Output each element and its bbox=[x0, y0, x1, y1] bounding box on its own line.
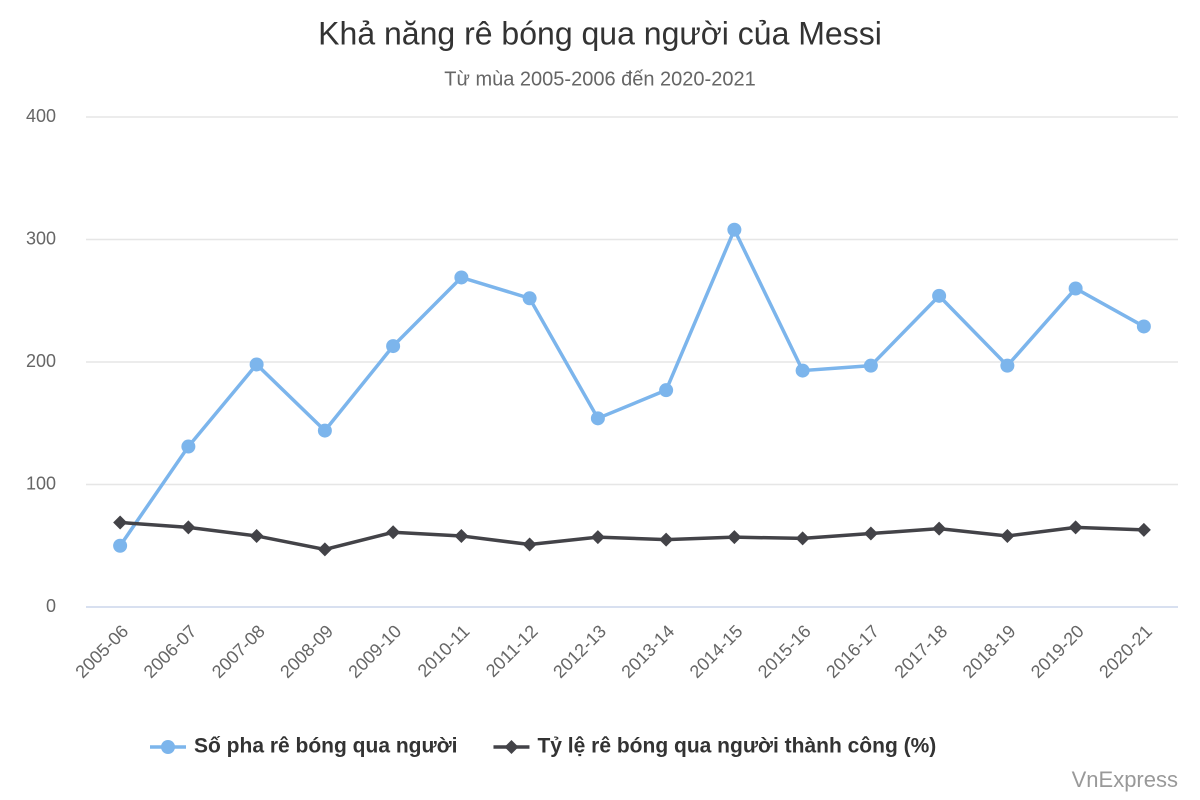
point bbox=[454, 528, 469, 543]
x-tick-label: 2008-09 bbox=[276, 621, 337, 682]
x-tick-label: 2019-20 bbox=[1027, 621, 1088, 682]
point bbox=[181, 520, 196, 535]
x-tick-label: 2012-13 bbox=[549, 621, 610, 682]
point bbox=[522, 291, 537, 306]
point bbox=[590, 530, 605, 545]
x-tick-label: 2018-19 bbox=[959, 621, 1020, 682]
point bbox=[386, 525, 401, 540]
point bbox=[249, 528, 264, 543]
x-tick-label: 2007-08 bbox=[208, 621, 269, 682]
point bbox=[454, 270, 469, 285]
point bbox=[504, 740, 519, 754]
point bbox=[659, 383, 674, 398]
point bbox=[590, 411, 605, 426]
point bbox=[1068, 281, 1083, 296]
legend-label: Tỷ lệ rê bóng qua người thành công (%) bbox=[537, 735, 936, 758]
point bbox=[386, 339, 401, 354]
y-tick-label: 200 bbox=[26, 351, 56, 371]
point bbox=[795, 531, 810, 546]
y-tick-label: 100 bbox=[26, 473, 56, 493]
x-tick-label: 2017-18 bbox=[890, 621, 951, 682]
chart-subtitle: Từ mùa 2005-2006 đến 2020-2021 bbox=[444, 68, 755, 90]
legend-label: Số pha rê bóng qua người bbox=[194, 735, 457, 758]
point bbox=[249, 357, 264, 372]
point bbox=[795, 363, 810, 378]
y-tick-label: 0 bbox=[46, 596, 56, 616]
point bbox=[1000, 358, 1015, 373]
x-tick-label: 2010-11 bbox=[414, 621, 474, 681]
chart-title: Khả năng rê bóng qua người của Messi bbox=[318, 15, 882, 51]
x-tick-label: 2020-21 bbox=[1095, 621, 1156, 682]
point bbox=[1000, 528, 1015, 543]
line bbox=[118, 225, 1145, 547]
point bbox=[113, 538, 128, 553]
x-tick-label: 2006-07 bbox=[140, 621, 201, 682]
x-tick-label: 2011-12 bbox=[482, 621, 542, 681]
point bbox=[1068, 520, 1083, 535]
point bbox=[317, 542, 332, 557]
point bbox=[932, 521, 947, 536]
point bbox=[113, 515, 128, 530]
point bbox=[1136, 522, 1151, 537]
point bbox=[863, 358, 878, 373]
point bbox=[863, 526, 878, 541]
point bbox=[317, 423, 332, 438]
y-tick-label: 400 bbox=[26, 106, 56, 126]
point bbox=[1136, 319, 1151, 334]
x-tick-label: 2005-06 bbox=[71, 621, 132, 682]
point bbox=[727, 530, 742, 545]
point bbox=[727, 222, 742, 237]
line bbox=[119, 520, 1144, 552]
x-tick-label: 2014-15 bbox=[686, 621, 747, 682]
point bbox=[161, 740, 175, 754]
y-tick-label: 300 bbox=[26, 228, 56, 248]
point bbox=[181, 439, 196, 454]
x-tick-label: 2009-10 bbox=[344, 621, 405, 682]
point bbox=[932, 288, 947, 303]
x-tick-label: 2013-14 bbox=[617, 621, 678, 682]
source: VnExpress bbox=[1072, 767, 1178, 792]
point bbox=[522, 537, 537, 552]
x-tick-label: 2016-17 bbox=[822, 621, 883, 682]
x-tick-label: 2015-16 bbox=[754, 621, 815, 682]
point bbox=[659, 532, 674, 547]
